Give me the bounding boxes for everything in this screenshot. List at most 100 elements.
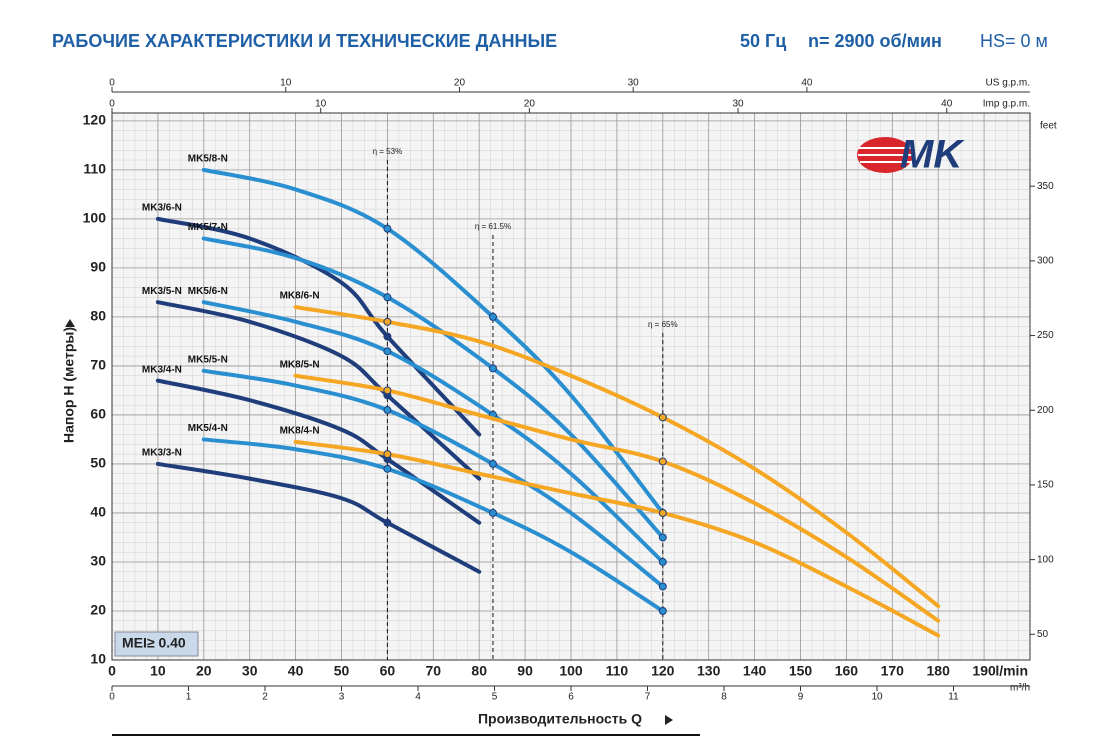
x_imp_gpm-tick-label: 10 xyxy=(315,99,327,110)
x_imp_gpm-label: Imp g.p.m. xyxy=(983,99,1030,110)
efficiency-point xyxy=(658,413,667,422)
curve-label: MK3/3-N xyxy=(142,448,182,459)
curve xyxy=(155,461,482,574)
suction: HS= 0 м xyxy=(980,31,1048,51)
x_m3h-tick-label: 11 xyxy=(948,692,959,703)
x-tick-label: 190 xyxy=(972,663,996,679)
y-tick-label: 40 xyxy=(90,504,106,520)
x_us_gpm-tick-label: 20 xyxy=(454,78,466,89)
x-tick-label: 50 xyxy=(334,663,350,679)
curve xyxy=(201,300,665,564)
curve xyxy=(201,368,665,589)
y2-tick-label: 250 xyxy=(1037,330,1054,341)
curve-label: MK8/5-N xyxy=(280,359,320,370)
efficiency-point xyxy=(383,406,392,415)
x-arrow xyxy=(665,715,673,725)
x-tick-label: 30 xyxy=(242,663,258,679)
x-unit: l/min xyxy=(995,663,1028,679)
curve-label: MK8/4-N xyxy=(280,426,320,437)
y-tick-label: 90 xyxy=(90,259,106,275)
y-tick-label: 100 xyxy=(83,210,107,226)
y-tick-label: 30 xyxy=(90,553,106,569)
y-tick-label: 10 xyxy=(90,651,106,667)
x_imp_gpm-tick-label: 0 xyxy=(109,99,115,110)
curve-label: MK5/8-N xyxy=(188,153,228,164)
x-tick-label: 110 xyxy=(606,663,629,679)
x_us_gpm-tick-label: 0 xyxy=(109,78,115,89)
efficiency-point xyxy=(488,459,497,468)
x_m3h-tick-label: 0 xyxy=(109,692,115,703)
curve-label: MK5/7-N xyxy=(188,222,228,233)
x_m3h-tick-label: 3 xyxy=(339,692,345,703)
badge xyxy=(114,631,199,657)
x_m3h-tick-label: 1 xyxy=(186,692,192,703)
efficiency-point xyxy=(658,582,667,591)
y-axis-label: Напор H (метры) xyxy=(61,327,77,443)
x-tick-label: 120 xyxy=(651,663,675,679)
badge-text: MEI≥ 0.40 xyxy=(122,635,186,651)
x-tick-label: 10 xyxy=(150,663,166,679)
x_imp_gpm-tick-label: 20 xyxy=(524,99,536,110)
efficiency-label: η = 53% xyxy=(373,147,403,156)
y-tick-label: 20 xyxy=(90,602,106,618)
efficiency-point xyxy=(488,364,497,373)
efficiency-point xyxy=(658,606,667,615)
curve-label: MK3/4-N xyxy=(142,364,182,375)
x_m3h-label: m³/h xyxy=(1010,683,1030,694)
x_m3h-tick-label: 6 xyxy=(568,692,574,703)
curve xyxy=(293,373,941,623)
efficiency-label: η = 65% xyxy=(648,320,678,329)
speed: n= 2900 об/мин xyxy=(808,31,942,51)
curve-label: MK5/4-N xyxy=(188,423,228,434)
x_m3h-tick-label: 2 xyxy=(262,692,268,703)
curve xyxy=(293,305,941,609)
x-tick-label: 70 xyxy=(426,663,442,679)
efficiency-point xyxy=(383,332,392,341)
x_m3h-tick-label: 8 xyxy=(721,692,727,703)
efficiency-point xyxy=(383,386,392,395)
x-tick-label: 0 xyxy=(108,663,116,679)
efficiency-point xyxy=(658,557,667,566)
x-tick-label: 140 xyxy=(743,663,767,679)
x_imp_gpm-tick-label: 30 xyxy=(732,99,744,110)
y2-tick-label: 150 xyxy=(1037,480,1054,491)
efficiency-point xyxy=(383,347,392,356)
curve xyxy=(201,236,665,540)
x-tick-label: 90 xyxy=(517,663,533,679)
x_imp_gpm-tick-label: 40 xyxy=(941,99,953,110)
x-tick-label: 20 xyxy=(196,663,212,679)
efficiency-point xyxy=(383,317,392,326)
y-tick-label: 50 xyxy=(90,455,106,471)
x_us_gpm-label: US g.p.m. xyxy=(986,78,1030,89)
efficiency-point xyxy=(658,533,667,542)
curve-label: MK3/5-N xyxy=(142,286,182,297)
logo: MK xyxy=(857,133,965,177)
efficiency-point xyxy=(488,312,497,321)
x_m3h-tick-label: 9 xyxy=(798,692,804,703)
efficiency-point xyxy=(488,508,497,517)
frequency: 50 Гц xyxy=(740,31,786,51)
y-tick-label: 120 xyxy=(83,112,107,128)
x-tick-label: 180 xyxy=(927,663,951,679)
efficiency-point xyxy=(658,457,667,466)
x_m3h-tick-label: 7 xyxy=(645,692,651,703)
y-tick-label: 70 xyxy=(90,357,106,373)
curve-label: MK3/6-N xyxy=(142,203,182,214)
curve xyxy=(155,300,482,481)
y2-tick-label: 50 xyxy=(1037,629,1049,640)
x-tick-label: 150 xyxy=(789,663,813,679)
x_us_gpm-tick-label: 30 xyxy=(628,78,640,89)
curve xyxy=(293,439,941,638)
y2-axis-label: feet xyxy=(1040,121,1057,132)
y2-tick-label: 200 xyxy=(1037,405,1054,416)
x-tick-label: 60 xyxy=(380,663,396,679)
x_m3h-tick-label: 10 xyxy=(871,692,883,703)
y-tick-label: 60 xyxy=(90,406,106,422)
x_m3h-tick-label: 4 xyxy=(415,692,421,703)
x_us_gpm-tick-label: 10 xyxy=(280,78,292,89)
x-tick-label: 40 xyxy=(288,663,304,679)
efficiency-point xyxy=(383,464,392,473)
curve xyxy=(155,216,482,437)
y-tick-label: 80 xyxy=(90,308,106,324)
